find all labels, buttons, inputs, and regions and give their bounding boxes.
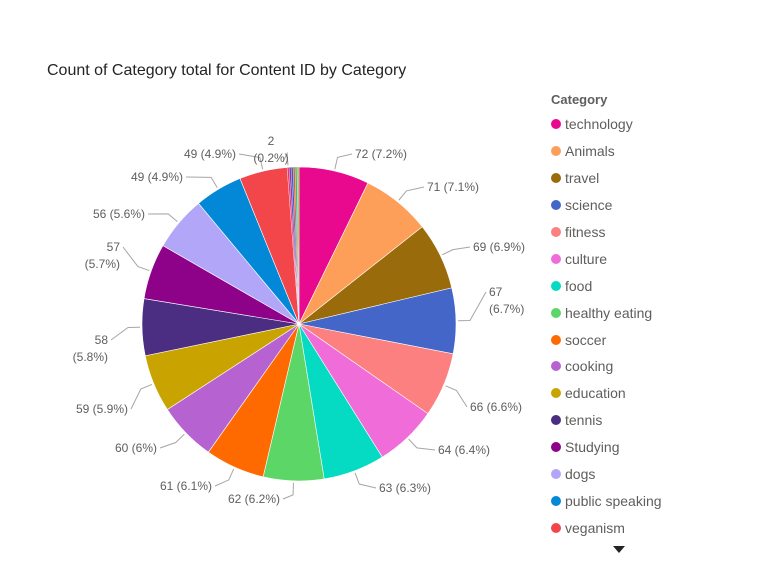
leader-line — [354, 472, 377, 489]
legend-title: Category — [551, 92, 608, 107]
legend-label: public speaking — [565, 492, 662, 509]
legend-marker-icon — [551, 334, 561, 345]
data-label: 61 (6.1%) — [160, 479, 212, 493]
data-label: 64 (6.4%) — [438, 443, 490, 457]
legend-label: technology — [565, 116, 633, 133]
pie-slice-21[interactable] — [296, 166, 300, 325]
leader-line — [122, 246, 150, 272]
data-label: 2 (0.2%) — [253, 134, 288, 165]
data-label: 71 (7.1%) — [427, 180, 479, 194]
legend-marker-icon — [551, 146, 561, 157]
legend-marker-icon — [551, 119, 561, 130]
legend-item-culture[interactable]: culture — [551, 245, 751, 272]
legend-marker-icon — [551, 173, 561, 184]
data-label: 59 (5.9%) — [76, 402, 128, 416]
legend-item-cooking[interactable]: cooking — [551, 353, 751, 380]
legend-marker-icon — [551, 227, 561, 237]
leader-line — [398, 186, 425, 201]
legend-item-education[interactable]: education — [551, 380, 751, 407]
leader-line — [110, 326, 141, 341]
data-label: 60 (6%) — [115, 441, 157, 455]
leader-line — [147, 213, 178, 223]
data-label: 56 (5.6%) — [93, 207, 145, 221]
legend-marker-icon — [551, 495, 561, 506]
legend-label: Studying — [565, 439, 620, 456]
legend-item-fitness[interactable]: fitness — [551, 219, 751, 246]
legend-label: travel — [565, 170, 600, 187]
leader-line — [408, 438, 436, 451]
leader-line — [214, 468, 235, 487]
legend-item-public-speaking[interactable]: public speaking — [551, 487, 751, 514]
data-label: 63 (6.3%) — [379, 481, 431, 495]
legend-label: dogs — [565, 466, 596, 483]
data-label: 67 (6.7%) — [489, 285, 524, 316]
data-label: 69 (6.9%) — [473, 240, 525, 254]
legend-item-veganism[interactable]: veganism — [551, 514, 751, 541]
leader-line — [457, 291, 487, 322]
leader-line — [282, 482, 294, 500]
leader-line — [185, 176, 218, 188]
data-label: 66 (6.6%) — [470, 400, 522, 414]
legend-item-food[interactable]: food — [551, 272, 751, 299]
legend-marker-icon — [551, 442, 561, 453]
legend-label: veganism — [565, 519, 625, 536]
data-label: 49 (4.9%) — [131, 170, 183, 184]
legend-scroll-down-icon[interactable] — [613, 546, 625, 553]
legend-item-science[interactable]: science — [551, 192, 751, 219]
legend-label: education — [565, 385, 626, 402]
legend-marker-icon — [551, 522, 561, 533]
legend-marker-icon — [551, 469, 561, 480]
leader-line — [130, 383, 153, 410]
leader-line — [441, 246, 471, 256]
leader-line — [282, 151, 289, 166]
legend-label: healthy eating — [565, 304, 653, 321]
chart-title: Count of Category total for Content ID b… — [47, 62, 407, 79]
legend-item-tennis[interactable]: tennis — [551, 407, 751, 434]
legend-item-studying[interactable]: Studying — [551, 434, 751, 461]
legend-marker-icon — [551, 388, 561, 399]
leader-line — [334, 153, 353, 170]
data-label: 49 (4.9%) — [184, 147, 236, 161]
data-label: 57 (5.7%) — [85, 240, 121, 271]
legend-marker-icon — [551, 280, 561, 291]
legend-marker-icon — [551, 200, 561, 211]
legend-marker-icon — [551, 253, 561, 264]
legend-label: fitness — [565, 224, 606, 240]
leader-line — [159, 433, 185, 449]
data-label: 58 (5.8%) — [73, 333, 109, 364]
legend-label: soccer — [565, 331, 607, 348]
data-label: 72 (7.2%) — [355, 147, 407, 161]
legend-item-animals[interactable]: Animals — [551, 138, 751, 165]
legend-item-dogs[interactable]: dogs — [551, 461, 751, 488]
legend-label: science — [565, 197, 613, 214]
data-label: 62 (6.2%) — [228, 492, 280, 506]
legend: Category technology Animals travel science f… — [551, 90, 751, 541]
legend-label: Animals — [565, 143, 615, 160]
legend-item-healthy-eating[interactable]: healthy eating — [551, 299, 751, 326]
legend-item-soccer[interactable]: soccer — [551, 326, 751, 353]
legend-marker-icon — [551, 307, 561, 318]
legend-marker-icon — [551, 415, 561, 426]
leader-line — [445, 385, 468, 408]
legend-label: food — [565, 277, 593, 294]
legend-item-technology[interactable]: technology — [551, 111, 751, 138]
legend-label: culture — [565, 250, 608, 267]
legend-items: technology Animals travel science fitness cul… — [551, 111, 751, 541]
legend-marker-icon — [551, 361, 561, 372]
legend-label: cooking — [565, 358, 614, 375]
leader-line — [238, 153, 264, 170]
legend-label: tennis — [565, 412, 603, 429]
legend-item-travel[interactable]: travel — [551, 165, 751, 192]
